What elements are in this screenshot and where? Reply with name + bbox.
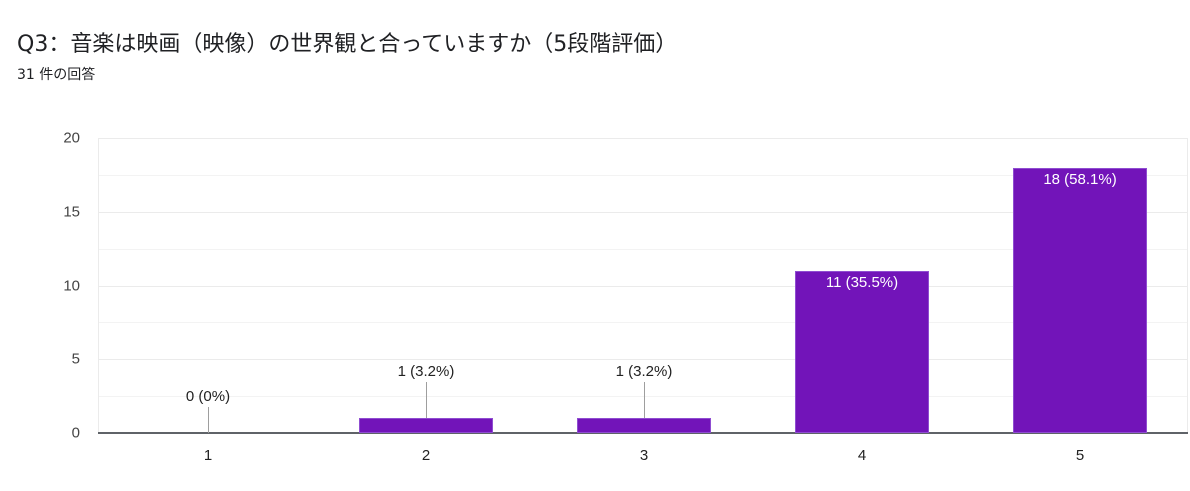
bar-5[interactable] bbox=[1013, 167, 1147, 433]
data-label: 18 (58.1%) bbox=[1043, 170, 1117, 188]
data-label: 0 (0%) bbox=[185, 388, 231, 405]
bar-4[interactable] bbox=[795, 270, 929, 433]
x-tick-label: 2 bbox=[421, 447, 431, 464]
x-tick-label: 5 bbox=[1075, 447, 1085, 464]
minor-gridline bbox=[99, 322, 1187, 324]
bar-3[interactable] bbox=[577, 418, 711, 433]
label-leader-line bbox=[426, 382, 427, 419]
x-tick-label: 3 bbox=[639, 447, 649, 464]
major-gridline bbox=[99, 359, 1187, 361]
data-label: 1 (3.2%) bbox=[615, 363, 673, 381]
x-tick-label: 1 bbox=[203, 447, 213, 464]
major-gridline bbox=[99, 211, 1187, 213]
minor-gridline bbox=[99, 174, 1187, 176]
minor-gridline bbox=[99, 396, 1187, 398]
y-tick-label: 15 bbox=[63, 203, 80, 221]
major-gridline bbox=[99, 285, 1187, 287]
y-tick-label: 0 bbox=[71, 424, 80, 442]
x-axis-line bbox=[98, 432, 1188, 434]
label-leader-line bbox=[208, 407, 209, 433]
question-title: Q3：音楽は映画（映像）の世界観と合っていますか（5段階評価） bbox=[17, 32, 678, 57]
response-count: 31 件の回答 bbox=[17, 67, 96, 83]
data-label: 1 (3.2%) bbox=[397, 363, 455, 381]
y-tick-label: 10 bbox=[63, 277, 80, 294]
plot-area bbox=[98, 138, 1188, 433]
x-tick-label: 4 bbox=[857, 447, 867, 464]
minor-gridline bbox=[99, 248, 1187, 250]
major-gridline bbox=[99, 138, 1187, 139]
bar-2[interactable] bbox=[359, 418, 493, 433]
data-label: 11 (35.5%) bbox=[825, 273, 899, 291]
label-leader-line bbox=[644, 382, 645, 419]
y-tick-label: 20 bbox=[63, 129, 80, 147]
y-tick-label: 5 bbox=[71, 350, 80, 368]
